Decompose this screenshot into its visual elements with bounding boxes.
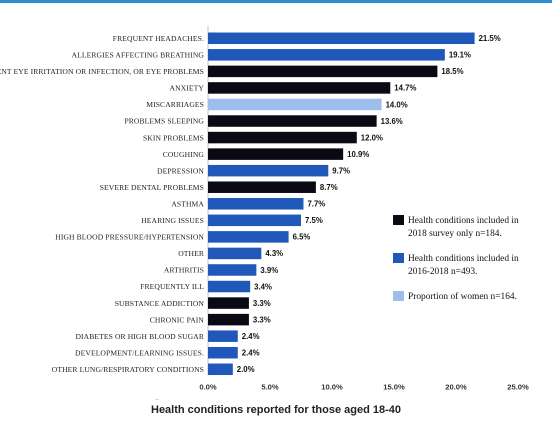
data-label: 21.5% [479, 34, 501, 43]
bar [208, 231, 289, 243]
x-tick-label: 5.0% [261, 383, 279, 392]
bar [208, 32, 475, 45]
bar [208, 115, 377, 127]
bar [208, 264, 257, 276]
category-label: DEVELOPMENT/LEARNING ISSUES. [75, 348, 204, 357]
category-label: ASTHMA [171, 199, 204, 208]
data-label: 19.1% [449, 51, 471, 60]
data-label: 13.6% [381, 117, 403, 126]
category-label: DEPRESSION [157, 166, 204, 175]
bar [208, 98, 382, 111]
category-label: CHRONIC PAIN [150, 315, 205, 324]
bar [208, 297, 249, 309]
category-label: HIGH BLOOD PRESSURE/HYPERTENSION [55, 233, 204, 242]
bar [208, 346, 238, 359]
data-label: 10.9% [347, 150, 369, 159]
legend-swatch [393, 253, 404, 263]
bar [208, 198, 304, 210]
bar [208, 181, 316, 193]
bar [208, 164, 329, 177]
data-label: 12.0% [361, 133, 383, 142]
data-label: 3.9% [260, 266, 278, 275]
bar [208, 148, 344, 160]
data-label: 4.3% [265, 249, 283, 258]
data-label: 8.7% [320, 183, 338, 192]
data-label: 7.7% [307, 200, 325, 209]
bar [208, 65, 438, 78]
x-tick-label: 0.0% [199, 383, 217, 392]
data-label: 18.5% [441, 67, 463, 76]
legend-entry: Health conditions included in 2018 survey… [408, 216, 519, 239]
category-label: SKIN PROBLEMS [143, 133, 204, 142]
data-label: 2.0% [237, 365, 255, 374]
bar [208, 214, 301, 227]
data-label: 14.7% [394, 84, 416, 93]
legend-entry: Health conditions included in 2016-2018 n… [408, 254, 519, 277]
data-label: 9.7% [332, 166, 350, 175]
bar-chart: FREQUENT HEADACHES. 21.5% ALLERGIES AFFECT… [0, 26, 529, 400]
data-label: 7.5% [305, 216, 323, 225]
category-label: ARTHRITIS [164, 266, 204, 275]
data-label: 14.0% [386, 100, 408, 109]
bar [208, 280, 251, 293]
x-tick-label: 25.0% [507, 383, 529, 392]
category-label: ANXIETY [170, 84, 205, 93]
bar [208, 131, 357, 144]
x-tick-label: 10.0% [321, 383, 343, 392]
data-label: 3.3% [253, 315, 271, 324]
category-label: OTHER [178, 249, 205, 258]
bar [208, 247, 262, 260]
legend-swatch [393, 215, 404, 225]
category-label: MISCARRIAGES [146, 100, 204, 109]
bar [208, 313, 249, 326]
data-label: 3.3% [253, 299, 271, 308]
bar [208, 363, 233, 376]
data-label: 2.4% [242, 332, 260, 341]
category-label: FREQUENTLY ILL [140, 282, 204, 291]
category-label: ALLERGIES AFFECTING BREATHING [72, 51, 205, 60]
category-label: SUBSTANCE ADDICTION [115, 299, 205, 308]
category-label: HEARING ISSUES [141, 216, 204, 225]
x-tick-label: 15.0% [383, 383, 405, 392]
category-label: SEVERE DENTAL PROBLEMS [100, 183, 204, 192]
data-label: 2.4% [242, 349, 260, 358]
chart-caption: Health conditions reported for those age… [151, 404, 401, 416]
category-label: COUGHING [163, 150, 205, 159]
category-label: PROBLEMS SLEEPING [124, 117, 204, 126]
category-label: DIABETES OR HIGH BLOOD SUGAR [75, 332, 204, 341]
bar [208, 49, 445, 61]
bar [208, 82, 391, 94]
bar [208, 330, 238, 342]
legend-entry: Proportion of women n=164. [408, 291, 517, 302]
data-label: 3.4% [254, 282, 272, 291]
category-label: FREQUENT HEADACHES. [113, 34, 204, 43]
x-tick-label: 20.0% [445, 383, 467, 392]
category-label: FREQUENT EYE IRRITATION OR INFECTION, OR… [0, 67, 204, 76]
data-label: 6.5% [293, 233, 311, 242]
category-label: OTHER LUNG/RESPIRATORY CONDITIONS [52, 365, 204, 374]
legend-swatch [393, 291, 404, 301]
